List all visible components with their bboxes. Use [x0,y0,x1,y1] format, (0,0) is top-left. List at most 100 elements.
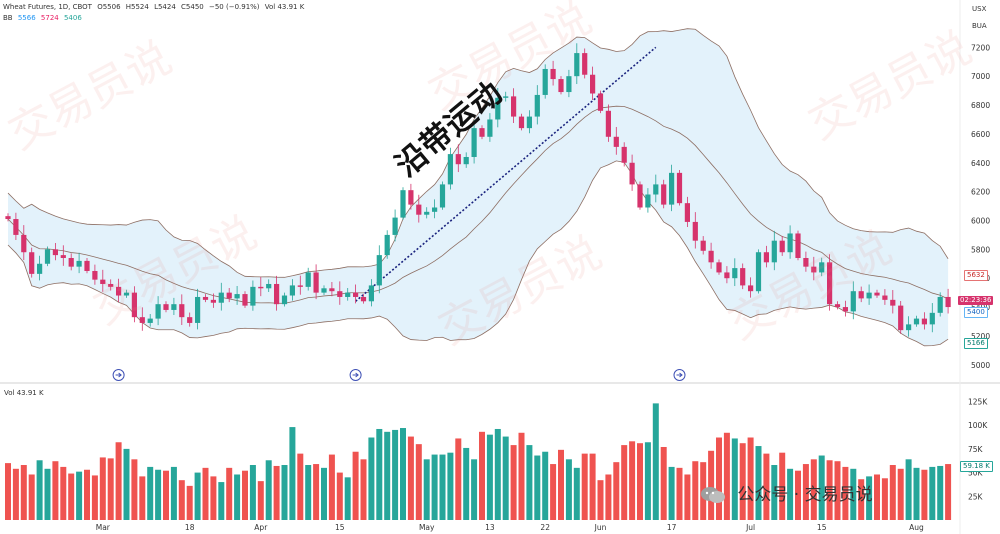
volume-bar [44,468,51,520]
volume-bar [178,480,185,520]
volume-bar [526,445,533,520]
volume-bar [668,466,675,520]
volume-bar [234,474,241,520]
candle-body [684,203,690,222]
volume-bar [605,474,612,520]
candle-body [842,307,848,312]
candle-body [613,136,619,147]
candle-body [511,96,517,117]
candle-body [29,252,35,274]
volume-bar [542,451,549,520]
candle-body [874,292,880,296]
candle-body [400,190,406,218]
candle-body [258,286,264,289]
date-tick-label: 17 [667,523,677,532]
candle-body [384,234,390,256]
candle-body [558,79,564,93]
volume-bar [558,449,564,520]
bb-legend: BB 5566 5724 5406 [3,14,85,22]
volume-bar [644,442,651,520]
volume-bar [139,476,146,520]
volume-bar [550,464,557,520]
volume-bar [937,465,944,520]
volume-bar [76,471,83,520]
candle-body [116,286,122,296]
candle-body [439,184,446,208]
volume-bar [565,459,572,520]
volume-bar [400,428,406,520]
volume-bar [297,453,304,520]
volume-bar [163,470,169,520]
volume-bar [313,464,320,520]
candle-body [52,249,58,256]
wechat-icon [701,487,725,503]
volume-bar [858,479,865,520]
volume-bar [621,445,628,520]
candle-body [68,258,74,267]
brand-caption: 公众号 · 交易员说 [700,480,873,505]
volume-bar [826,460,833,520]
candle-body [60,255,66,258]
candle-body [921,318,927,325]
volume-bar [360,459,367,520]
candle-body [313,272,319,293]
candle-body [708,250,714,263]
event-arrow-icon [676,372,683,378]
volume-bar [194,472,201,520]
candle-body [424,211,430,215]
candle-body [732,268,738,279]
volume-bar [479,431,485,520]
candle-body [21,234,27,253]
volume-bar [202,467,209,520]
volume-bar [423,459,430,520]
volume-tag: 59.18 K [960,461,993,472]
candle-body [700,240,706,251]
candle-body [526,116,532,129]
volume-bar [629,441,636,520]
candle-body [566,76,572,93]
volume-bar [787,468,794,520]
lower-band-tag: 5166 [964,338,988,349]
candle-body [210,299,216,303]
volume-bar [91,475,98,520]
volume-tick-label: 75K [968,445,984,454]
candle-body [321,288,327,293]
volume-bar [257,481,264,520]
currency-label: USX [972,5,987,13]
candle-body [906,324,912,331]
volume-bar [802,464,809,520]
candle-body [858,291,864,299]
candle-body [76,260,82,267]
candle-body [716,262,722,273]
candle-body [368,285,374,302]
candle-body [202,296,209,300]
volume-bar [708,450,715,520]
candle-body [108,283,114,287]
candle-body [629,162,635,185]
candle-body [605,110,611,137]
volume-bar [447,452,454,520]
trend-line [355,46,657,302]
volume-bar [12,468,19,520]
bb-basis: 5566 [17,14,36,22]
volume-bar [115,442,122,520]
volume-bar [455,438,462,520]
volume-bar [352,451,359,520]
candle-body [937,296,943,313]
candle-body [487,119,493,137]
volume-bar [344,477,351,520]
event-arrow-icon [352,372,359,378]
candle-body [669,172,675,205]
volume-bar [502,436,509,520]
high-value: H5524 [125,3,149,11]
candle-body [676,172,683,204]
candle-body [866,292,872,299]
candle-body [463,156,469,165]
candle-body [179,304,185,318]
volume-bar [321,467,327,520]
volume-bar [652,403,659,520]
volume-bar [747,437,754,520]
close-value: C5450 [181,3,204,11]
candle-body [882,295,888,300]
volume-bar [731,438,738,520]
